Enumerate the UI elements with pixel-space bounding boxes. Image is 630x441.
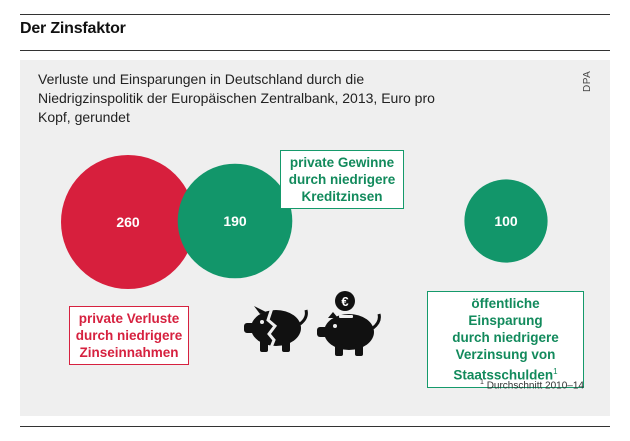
piggy-bank-euro-icon: € [317, 291, 381, 356]
title-rule [20, 50, 610, 51]
bottom-rule [20, 426, 610, 427]
label-public-savings: öffentliche Einsparung durch niedrigere Ve… [427, 291, 584, 388]
label-line: private Gewinne [289, 155, 395, 170]
page-title: Der Zinsfaktor [20, 20, 126, 37]
label-line: durch niedrigere [288, 172, 396, 187]
label-line: öffentliche Einsparung [468, 296, 543, 328]
footnote: 1 Durchschnitt 2010–14 [480, 379, 584, 391]
label-line: durch niedrigere [75, 328, 183, 343]
bubble-private-losses [61, 155, 195, 289]
bubble-private-gains [177, 163, 293, 279]
label-line: Zinseinnahmen [79, 345, 179, 360]
broken-piggy-bank-icon [244, 306, 308, 352]
footnote-mark: 1 [480, 379, 484, 386]
value-label-private-losses: 260 [116, 214, 140, 230]
label-line: Staatsschulden [453, 367, 554, 383]
footnote-text: Durchschnitt 2010–14 [486, 380, 584, 392]
chart-subtitle: Verluste und Einsparungen in Deutschland… [38, 71, 435, 125]
label-footnote-mark: 1 [553, 367, 558, 376]
bubble-public-savings [464, 179, 548, 263]
value-label-private-gains: 190 [223, 213, 247, 229]
label-line: durch niedrigere [452, 330, 559, 345]
svg-text:€: € [341, 294, 348, 309]
label-private-gains: private Gewinne durch niedrigere Kreditzin… [280, 150, 404, 209]
top-rule [20, 14, 610, 15]
value-label-public-savings: 100 [494, 213, 518, 229]
label-line: Verzinsung von [455, 347, 556, 362]
label-line: private Verluste [78, 311, 180, 326]
label-line: Kreditzinsen [301, 189, 383, 204]
label-private-losses: private Verluste durch niedrigere Zinseinn… [69, 306, 189, 365]
